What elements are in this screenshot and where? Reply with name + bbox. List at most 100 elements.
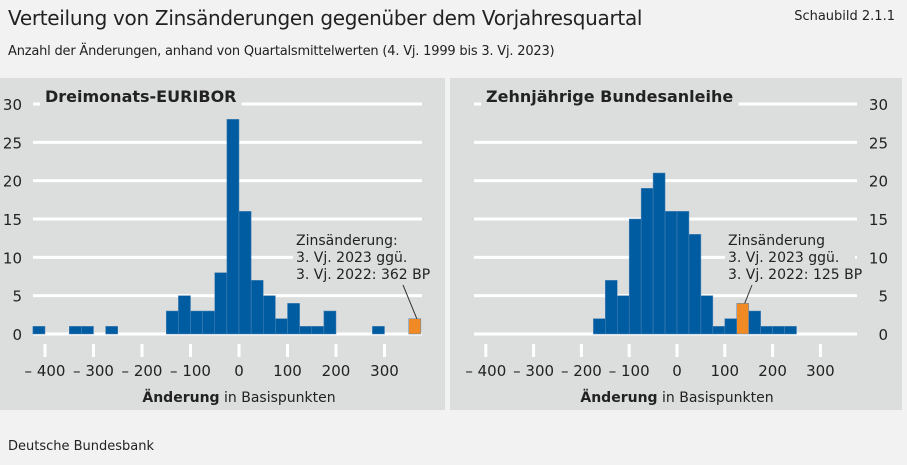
x-tick-label: – 200 xyxy=(561,362,602,380)
title-background xyxy=(481,78,739,108)
histogram-bar xyxy=(275,318,288,335)
x-tick-label: 300 xyxy=(806,362,835,380)
histogram-bar xyxy=(372,326,385,335)
x-tick xyxy=(334,344,338,357)
histogram-bar xyxy=(700,295,714,335)
x-tick xyxy=(579,344,583,357)
gridline xyxy=(474,179,857,183)
histogram-bar xyxy=(617,295,630,335)
x-tick-label: – 300 xyxy=(73,362,114,380)
histogram-bar xyxy=(323,310,337,335)
x-tick xyxy=(771,344,775,357)
x-tick xyxy=(383,344,386,357)
y-tick-label: 15 xyxy=(869,211,888,229)
highlight-bar xyxy=(736,303,749,335)
x-tick-label: 200 xyxy=(758,362,787,380)
x-axis-label-rest: in Basispunkten xyxy=(220,390,336,406)
y-tick-label: 5 xyxy=(878,288,888,306)
x-tick-label: 0 xyxy=(234,362,244,380)
annotation-text: 3. Vj. 2023 ggü. xyxy=(296,250,407,266)
histogram-bar xyxy=(238,211,252,335)
y-tick-label: 15 xyxy=(3,211,22,229)
histogram-bar xyxy=(760,326,773,335)
x-tick xyxy=(675,344,679,357)
x-tick-label: 0 xyxy=(672,362,682,380)
annotation-text: 3. Vj. 2022: 125 BP xyxy=(728,267,862,283)
histogram-bar xyxy=(226,119,240,335)
chart-subtitle: Anzahl der Änderungen, anhand von Quarta… xyxy=(8,44,555,59)
annotation-text: 3. Vj. 2023 ggü. xyxy=(728,250,839,266)
x-axis-label-rest: in Basispunkten xyxy=(658,390,774,406)
histogram-bar xyxy=(628,218,642,335)
x-tick-label: – 400 xyxy=(465,362,506,380)
histogram-bar xyxy=(593,318,606,335)
y-tick-label: 5 xyxy=(12,288,22,306)
histogram-bar xyxy=(664,211,678,335)
histogram-bar xyxy=(676,211,690,335)
chart-title: Verteilung von Zinsänderungen gegenüber … xyxy=(8,6,643,30)
y-tick-label: 0 xyxy=(12,326,22,344)
source-note: Deutsche Bundesbank xyxy=(8,439,155,454)
annotation-leader-line xyxy=(402,284,418,319)
histogram-bar xyxy=(311,326,325,335)
y-tick-label: 0 xyxy=(878,326,888,344)
histogram-bar xyxy=(712,326,726,335)
x-tick xyxy=(532,344,536,357)
y-tick-label: 20 xyxy=(869,173,888,191)
histogram-bar xyxy=(214,272,228,335)
histogram-bar xyxy=(640,188,654,335)
y-tick-label: 25 xyxy=(3,134,22,152)
histogram-bar xyxy=(299,326,312,335)
figure-number: Schaubild 2.1.1 xyxy=(794,9,895,24)
x-tick-label: – 100 xyxy=(170,362,211,380)
annotation-background xyxy=(725,231,855,283)
x-tick xyxy=(627,344,631,357)
histogram-bar xyxy=(263,295,276,335)
histogram-bar xyxy=(748,310,761,335)
annotation-text: 3. Vj. 2022: 362 BP xyxy=(296,267,430,283)
histogram-bar xyxy=(105,326,118,335)
histogram-bar xyxy=(69,326,82,335)
x-tick-label: 100 xyxy=(710,362,739,380)
y-tick-label: 30 xyxy=(869,96,888,114)
x-axis-label-bold: Änderung xyxy=(580,389,657,406)
histogram-bar xyxy=(287,303,300,335)
x-tick-label: – 200 xyxy=(122,362,163,380)
y-tick-label: 10 xyxy=(869,249,888,267)
x-tick xyxy=(818,344,822,357)
x-tick xyxy=(484,344,488,357)
x-tick xyxy=(286,344,289,357)
x-tick xyxy=(92,344,95,357)
x-tick-label: 200 xyxy=(322,362,351,380)
x-tick xyxy=(723,344,727,357)
x-tick-label: 100 xyxy=(273,362,302,380)
annotation-leader-line xyxy=(744,284,753,304)
histogram-bar xyxy=(652,172,666,335)
histogram-bar xyxy=(178,295,191,335)
histogram-bar xyxy=(250,280,264,335)
y-tick-label: 20 xyxy=(3,173,22,191)
histogram-bar xyxy=(202,310,215,335)
x-tick xyxy=(140,344,144,357)
histogram-bar xyxy=(81,326,94,335)
histogram-bar xyxy=(784,326,797,335)
x-tick-label: – 300 xyxy=(513,362,554,380)
histogram-bar xyxy=(190,310,203,335)
x-tick-label: – 100 xyxy=(609,362,650,380)
y-tick-label: 25 xyxy=(869,134,888,152)
x-axis-label: Änderung in Basispunkten xyxy=(142,389,335,406)
x-axis-label: Änderung in Basispunkten xyxy=(580,389,773,406)
x-tick xyxy=(237,344,241,357)
histogram-bar xyxy=(688,234,702,335)
x-tick-label: – 400 xyxy=(25,362,66,380)
panel-title: Zehnjährige Bundesanleihe xyxy=(486,87,733,106)
annotation-text: Zinsänderung: xyxy=(296,233,398,249)
panel-title: Dreimonats-EURIBOR xyxy=(45,87,236,106)
highlight-bar xyxy=(408,318,422,335)
x-axis-label-bold: Änderung xyxy=(142,389,219,406)
y-tick-label: 10 xyxy=(3,249,22,267)
chart-panel-1: 0 5 10 15 20 25 30 Dreimonats-EURIBOR – 400 – 300… xyxy=(0,78,445,410)
title-background xyxy=(40,78,242,108)
x-tick xyxy=(43,344,47,357)
